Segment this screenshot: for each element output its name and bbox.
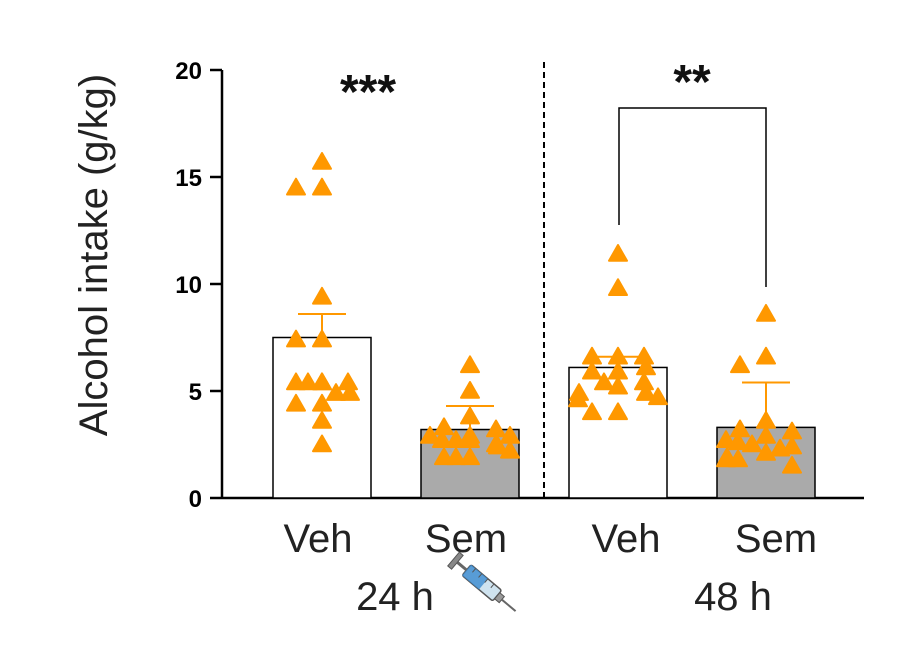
data-point — [460, 406, 480, 425]
data-point — [608, 376, 628, 395]
data-point — [286, 329, 306, 348]
data-point — [716, 430, 736, 448]
data-point — [648, 387, 668, 406]
data-point — [432, 430, 452, 448]
data-point — [488, 436, 508, 455]
y-tick-label-10: 10 — [175, 272, 202, 299]
significance-48h: ** — [673, 56, 711, 109]
data-point — [636, 383, 656, 401]
data-point — [608, 346, 628, 365]
data-point — [298, 372, 318, 391]
data-point — [312, 434, 332, 453]
data-point — [286, 177, 306, 196]
data-point — [770, 438, 790, 457]
data-point — [756, 346, 776, 365]
data-point — [730, 355, 750, 374]
data-point — [608, 278, 628, 297]
data-point — [312, 372, 332, 391]
data-point — [608, 244, 628, 262]
data-point — [312, 410, 332, 429]
y-tick-label-20: 20 — [175, 58, 202, 85]
data-point — [608, 402, 628, 421]
data-point — [446, 447, 466, 466]
data-point — [312, 177, 332, 196]
data-point — [326, 383, 346, 401]
data-point — [756, 303, 776, 322]
data-point — [312, 393, 332, 412]
group-label-48h: 48 h — [694, 575, 772, 619]
y-tick-label-5: 5 — [189, 379, 202, 406]
category-label-sem-48h: Sem — [735, 517, 817, 561]
data-point — [728, 449, 748, 468]
data-point — [782, 455, 802, 474]
data-point — [582, 361, 602, 380]
data-point — [636, 357, 656, 376]
significance-bracket-48h — [618, 107, 767, 287]
category-label-sem-24h: Sem — [425, 517, 507, 561]
data-point — [486, 419, 506, 438]
data-point — [446, 430, 466, 448]
data-point — [460, 381, 480, 399]
data-point — [756, 425, 776, 444]
data-point — [594, 372, 614, 391]
significance-24h: *** — [340, 66, 396, 119]
data-point — [460, 355, 480, 374]
data-point — [312, 152, 332, 170]
data-point — [756, 443, 776, 461]
data-point — [460, 430, 480, 448]
data-point — [742, 434, 762, 453]
data-point — [582, 346, 602, 365]
data-point — [286, 393, 306, 412]
syringe-icon — [447, 551, 517, 612]
y-tick-label-0: 0 — [189, 486, 202, 513]
category-label-veh-24h: Veh — [284, 517, 353, 561]
data-point — [582, 402, 602, 421]
data-point — [500, 440, 520, 459]
data-point — [460, 447, 480, 466]
data-point — [782, 436, 802, 455]
y-axis-label: Alcohol intake (g/kg) — [72, 74, 116, 436]
group-label-24h: 24 h — [356, 575, 434, 619]
y-ticks: 0 5 10 15 20 — [175, 58, 222, 513]
data-points — [286, 152, 802, 474]
data-point — [434, 417, 454, 436]
y-tick-label-15: 15 — [175, 165, 202, 192]
data-point — [312, 329, 332, 348]
data-point — [420, 425, 440, 444]
data-point — [728, 432, 748, 451]
data-point — [312, 286, 332, 305]
data-point — [756, 410, 776, 429]
data-point — [568, 389, 588, 408]
data-point — [340, 383, 360, 401]
category-label-veh-48h: Veh — [592, 517, 661, 561]
